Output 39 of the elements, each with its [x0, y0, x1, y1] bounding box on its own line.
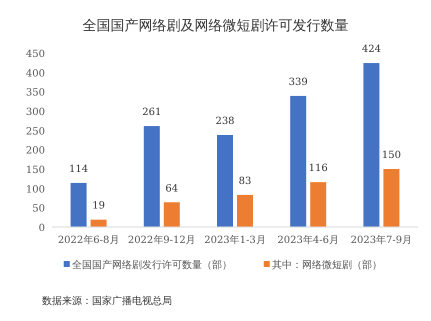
y-tick-label: 250 — [26, 126, 45, 138]
chart-title: 全国国产网络剧及网络微短剧许可发行数量 — [82, 18, 348, 34]
data-label: 238 — [215, 116, 235, 127]
y-tick-label: 150 — [26, 165, 45, 176]
bar — [217, 134, 233, 227]
data-label: 19 — [92, 200, 105, 212]
y-tick-label: 100 — [26, 184, 45, 196]
data-label: 116 — [308, 163, 328, 174]
x-tick-label: 2023年4-6月 — [277, 234, 339, 246]
bar — [383, 169, 400, 227]
data-label: 261 — [142, 107, 162, 118]
y-tick-label: 300 — [26, 107, 45, 118]
data-label: 83 — [238, 176, 252, 187]
x-tick-label: 2023年1-3月 — [204, 234, 266, 246]
bar — [310, 182, 326, 227]
data-label: 424 — [362, 44, 381, 56]
bar — [90, 220, 107, 227]
x-tick-label: 2023年7-9月 — [350, 234, 412, 246]
legend-label: 全国国产网络剧发行许可数量（部） — [72, 259, 232, 271]
y-tick-label: 0 — [38, 223, 45, 234]
x-tick-label: 2022年9-12月 — [128, 234, 196, 246]
data-label: 339 — [288, 76, 308, 88]
y-tick-label: 400 — [26, 68, 45, 80]
bar — [70, 182, 87, 227]
bar — [144, 126, 160, 227]
bar — [237, 194, 253, 227]
data-label: 150 — [382, 150, 401, 161]
data-label: 64 — [165, 183, 178, 194]
source-note: 数据来源：国家广播电视总局 — [42, 295, 172, 307]
y-tick-label: 350 — [26, 88, 45, 99]
y-tick-label: 200 — [26, 146, 45, 157]
legend-label: 其中：网络微短剧（部） — [272, 259, 382, 271]
bar — [164, 202, 180, 227]
y-tick-label: 50 — [32, 204, 45, 215]
data-label: 114 — [69, 164, 88, 175]
x-tick-label: 2022年6-8月 — [58, 234, 120, 246]
y-tick-label: 450 — [26, 49, 45, 60]
bar — [290, 96, 306, 227]
bar — [363, 63, 380, 227]
